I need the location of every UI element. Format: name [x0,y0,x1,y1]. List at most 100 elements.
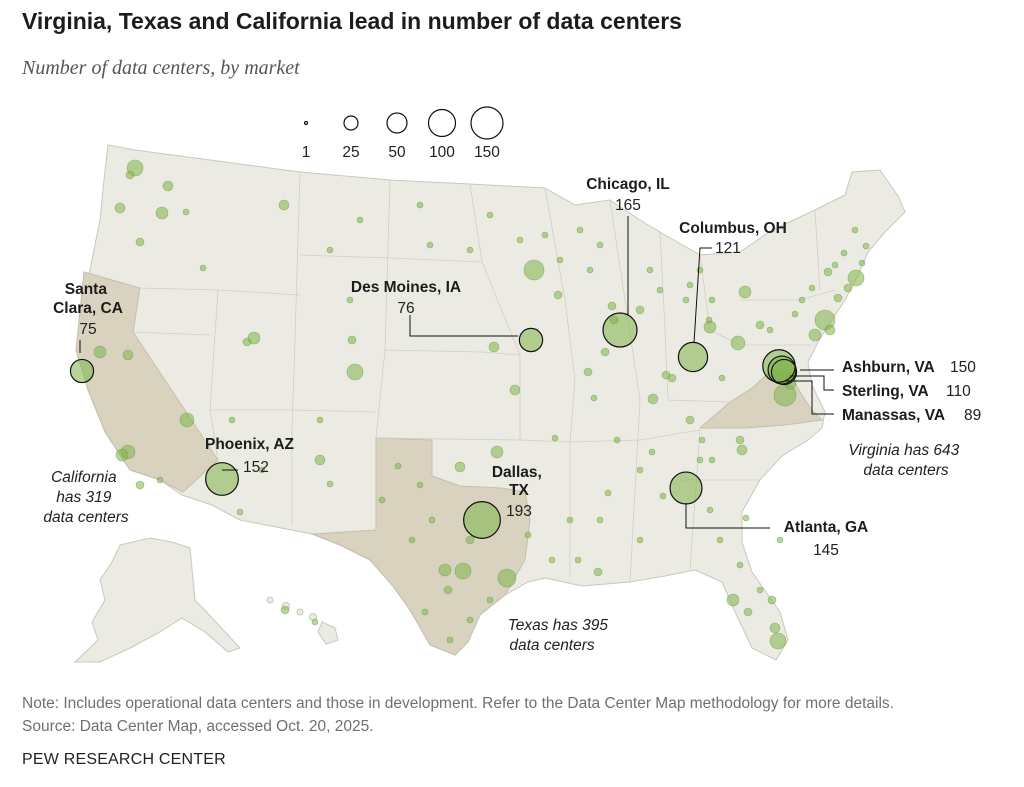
data-center-bubble [769,622,781,634]
count-phoenix: 152 [243,459,269,476]
data-center-bubble [524,531,532,539]
count-ashburn: 150 [950,359,976,376]
data-center-bubble [421,608,429,616]
data-center-bubble [428,516,436,524]
data-center-bubble [743,607,753,617]
data-center-bubble [242,337,252,347]
data-center-bubble [465,535,475,545]
data-center-bubble [583,367,593,377]
data-center-bubble [278,199,290,211]
note-virginia: Virginia has 643 data centers [848,442,963,479]
legend-label-100: 100 [429,144,455,161]
us-data-center-map: 1 25 50 100 150 Santa Clara, CA 75 Phoen… [43,106,981,663]
legend-circle-25 [343,115,359,131]
label-phoenix: Phoenix, AZ [205,436,295,453]
count-sterling: 110 [946,383,971,400]
label-chicago: Chicago, IL [586,176,670,193]
data-center-bubble [556,256,564,264]
data-center-bubble [843,283,853,293]
data-center-bubble [466,616,474,624]
label-ashburn: Ashburn, VA [842,359,935,376]
data-center-bubble [182,208,190,216]
data-center-bubble [135,237,145,247]
data-center-bubble [346,363,364,381]
data-center-bubble [311,618,319,626]
market-ring-manassas-va [770,358,798,386]
data-center-bubble [823,267,833,277]
data-center-bubble [443,585,453,595]
size-legend: 1 25 50 100 150 [302,106,504,161]
state-notes: California has 319 data centers Texas ha… [43,442,963,654]
source-text: Source: Data Center Map, accessed Oct. 2… [22,718,374,735]
data-center-bubble [808,284,816,292]
data-center-bubble [199,264,207,272]
note-texas: Texas has 395 data centers [508,617,613,654]
legend-label-1: 1 [302,144,311,161]
data-center-bubble [438,563,452,577]
data-center-bubble [548,556,556,564]
data-center-bubble [766,326,774,334]
label-columbus: Columbus, OH [679,220,787,237]
data-center-bubble [551,434,559,442]
data-center-bubble [656,286,664,294]
data-center-bubble [486,211,494,219]
data-center-bubble [576,226,584,234]
data-center-bubble [416,481,424,489]
legend-label-150: 150 [474,144,500,161]
data-center-bubble [596,516,604,524]
count-columbus: 121 [715,240,741,257]
data-center-bubble [125,170,135,180]
data-center-bubble [791,310,799,318]
market-ring-santa-clara-ca [69,358,95,384]
count-dallas: 193 [506,503,532,520]
data-center-bubble [236,508,244,516]
leader-lines [79,216,834,529]
data-center-bubble [607,301,617,311]
data-center-bubble [541,231,549,239]
data-center-bubble [596,241,604,249]
data-center-bubble [648,448,656,456]
brand-logo-text: PEW RESEARCH CENTER [22,751,226,768]
data-center-bubble [738,285,752,299]
legend-circle-1 [303,120,309,126]
data-center-bubble [735,435,745,445]
data-center-bubble [705,316,713,324]
data-center-bubble [566,516,574,524]
label-manassas: Manassas, VA [842,407,945,424]
data-center-bubble [574,556,582,564]
data-center-bubble [682,296,690,304]
data-center-bubble [454,461,466,473]
data-center-bubble [718,374,726,382]
data-center-bubble [600,347,610,357]
data-center-bubble [466,246,474,254]
data-center-bubble [609,315,619,325]
data-center-bubble [314,454,326,466]
market-ring-columbus-oh [677,341,709,373]
data-center-bubble [488,341,500,353]
us-contiguous-land [75,144,906,661]
data-center-bubble [755,320,765,330]
data-center-bubble [523,259,545,281]
data-center-bubble [726,593,740,607]
legend-label-50: 50 [388,144,406,161]
legend-circle-150 [470,106,504,140]
label-santa-clara: Santa Clara, CA [53,281,123,317]
state-texas [311,437,531,656]
data-center-bubble [831,261,839,269]
data-center-bubble [326,480,334,488]
count-des-moines: 76 [397,300,414,317]
data-center-bubble [708,296,716,304]
data-center-bubble [356,216,364,224]
data-center-bubble [114,202,126,214]
data-center-bubble [155,206,169,220]
data-center-bubble [604,489,612,497]
data-center-bubble [590,394,598,402]
market-labels: Santa Clara, CA 75 Phoenix, AZ 152 Des M… [53,176,981,559]
data-center-bubble [742,514,750,522]
data-center-bubble [486,596,494,604]
data-center-bubble [647,393,659,405]
data-center-bubble [408,536,416,544]
legend-circle-50 [386,112,408,134]
data-center-bubble [446,636,454,644]
data-center-bubble [756,586,764,594]
